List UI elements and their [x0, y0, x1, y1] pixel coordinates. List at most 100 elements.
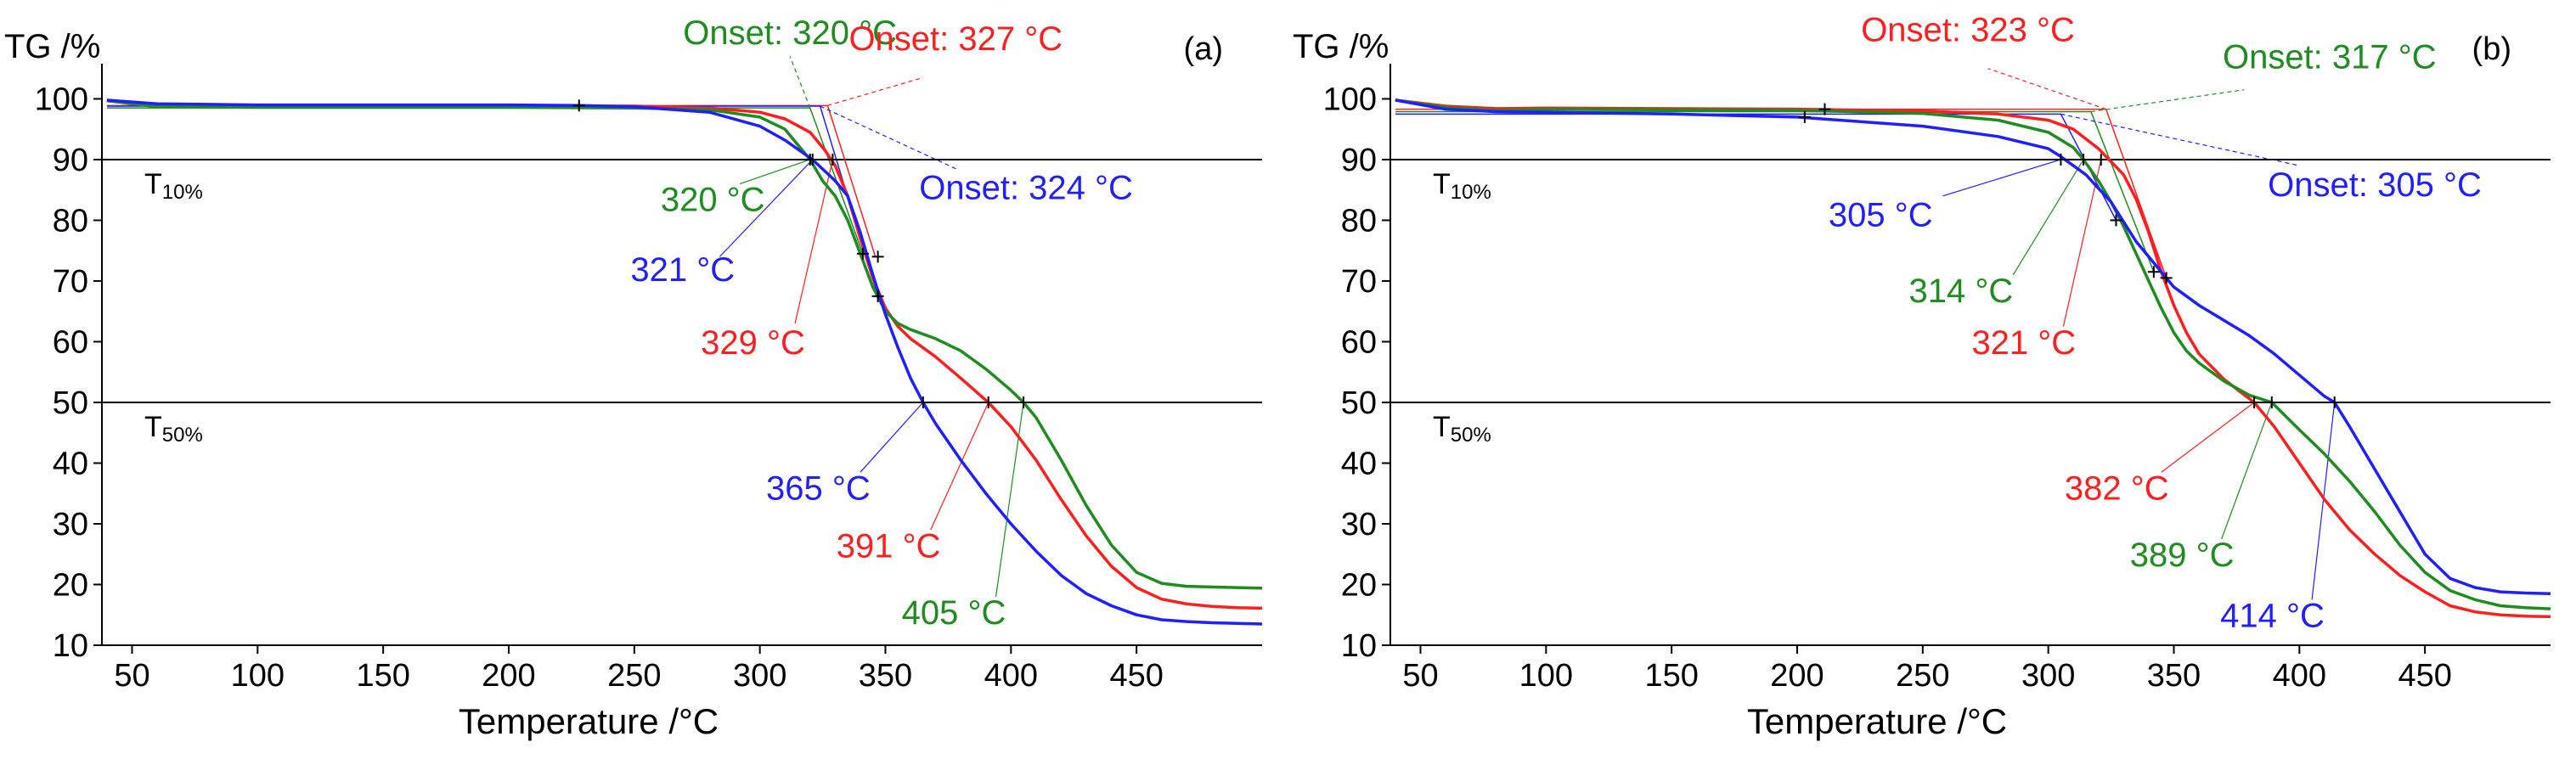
- y-tick-label: 70: [1341, 264, 1377, 300]
- annotation-leader-line: [719, 159, 814, 257]
- x-tick-label: 200: [1770, 658, 1823, 694]
- annotation-label: 320 °C: [661, 182, 765, 219]
- x-axis-title: Temperature /°C: [459, 701, 719, 741]
- reference-label-main: T: [1433, 168, 1451, 200]
- x-tick-label: 200: [482, 658, 535, 694]
- cross-marker: [1017, 396, 1030, 408]
- cross-marker: [2160, 272, 2173, 284]
- annotation-label: 382 °C: [2065, 469, 2169, 507]
- tg-curve-blue: [106, 98, 1263, 626]
- y-tick-label: 100: [35, 82, 88, 117]
- x-tick-label: 300: [733, 658, 786, 694]
- y-tick-label: 100: [1323, 82, 1377, 117]
- cross-marker: [2055, 153, 2067, 166]
- tg-curve-green: [1395, 98, 2551, 610]
- annotation-leader-line: [820, 105, 956, 170]
- reference-label-main: T: [144, 168, 162, 200]
- cross-marker: [2110, 214, 2122, 227]
- y-tick-label: 60: [53, 324, 88, 360]
- reference-label-subscript: 10%: [162, 181, 203, 204]
- y-tick-label: 30: [1341, 507, 1377, 543]
- y-tick-label: 60: [1341, 324, 1377, 360]
- cross-marker: [2147, 266, 2160, 278]
- cross-marker: [856, 247, 869, 260]
- annotation-leader-line: [860, 402, 924, 473]
- cross-marker: [916, 396, 929, 408]
- cross-marker: [871, 250, 884, 263]
- annotation-leader-line: [739, 159, 810, 185]
- x-tick-label: 400: [2273, 658, 2326, 694]
- annotation-leader-line: [827, 76, 924, 106]
- tg-curve-red: [1395, 98, 2551, 619]
- y-tick-label: 40: [53, 446, 88, 481]
- cross-marker: [871, 290, 884, 302]
- annotation-leader-line: [2060, 113, 2300, 166]
- y-tick-label: 80: [53, 203, 88, 239]
- panel-label: (a): [1184, 31, 1223, 67]
- y-tick-label: 90: [1341, 143, 1377, 178]
- y-tick-label: 50: [1341, 385, 1377, 421]
- annotation-leader-line: [1987, 68, 2106, 110]
- annotation-label: 389 °C: [2130, 537, 2235, 574]
- annotation-leader-line: [2221, 402, 2273, 540]
- cross-marker: [2094, 153, 2107, 166]
- y-axis-title: TG /%: [4, 28, 100, 65]
- reference-label-subscript: 10%: [1451, 181, 1491, 204]
- annotation-label: Onset: 317 °C: [2223, 39, 2437, 76]
- x-tick-label: 450: [1109, 658, 1163, 694]
- reference-label-main: T: [1433, 411, 1451, 443]
- reference-line-label: T10%: [1433, 168, 1491, 204]
- annotation-leader-line: [789, 56, 811, 109]
- annotation-label: 321 °C: [1971, 324, 2076, 362]
- tg-curve-green: [106, 98, 1263, 590]
- cross-marker: [2265, 396, 2278, 408]
- y-tick-label: 20: [53, 567, 88, 603]
- cross-marker: [2248, 396, 2261, 408]
- x-tick-label: 150: [1644, 658, 1698, 694]
- chart-panel-b: 10 20 30 40 50 60 70 80 90 100 50 100 150 200 250 300 35…: [1293, 12, 2551, 741]
- chart-panel-a: 10 20 30 40 50 60 70 80 90 100 50 100 150 200 250 300 35…: [4, 14, 1263, 741]
- cross-marker: [1818, 103, 1831, 115]
- x-tick-label: 100: [231, 658, 285, 694]
- reference-label-subscript: 50%: [1451, 424, 1491, 447]
- y-tick-label: 90: [53, 143, 88, 178]
- x-tick-label: 50: [114, 658, 149, 694]
- annotation-label: Onset: 305 °C: [2268, 166, 2482, 204]
- reference-line-label: T50%: [144, 411, 203, 447]
- tg-curve-blue: [1395, 98, 2551, 595]
- cross-marker: [1798, 110, 1811, 123]
- x-tick-label: 100: [1519, 658, 1573, 694]
- y-tick-label: 80: [1341, 203, 1377, 239]
- cross-marker: [982, 396, 995, 408]
- y-tick-label: 30: [53, 507, 88, 543]
- annotation-label: 365 °C: [766, 469, 871, 507]
- reference-label-subscript: 50%: [162, 424, 203, 447]
- annotation-leader-line: [2161, 402, 2255, 473]
- annotation-label: 414 °C: [2220, 598, 2325, 635]
- x-tick-label: 300: [2021, 658, 2075, 694]
- annotation-label: Onset: 320 °C: [683, 14, 897, 52]
- annotation-label: 305 °C: [1829, 197, 1933, 234]
- annotation-leader-line: [1942, 159, 2061, 197]
- x-tick-label: 400: [984, 658, 1038, 694]
- y-tick-label: 50: [53, 385, 88, 421]
- y-axis-title: TG /%: [1293, 28, 1389, 65]
- cross-marker: [2077, 153, 2090, 166]
- onset-tangent-line: [1395, 110, 2155, 273]
- cross-marker: [572, 99, 585, 112]
- y-tick-label: 10: [1341, 628, 1377, 664]
- y-tick-label: 10: [53, 628, 88, 664]
- panel-label: (b): [2472, 31, 2511, 67]
- x-tick-label: 250: [607, 658, 661, 694]
- x-axis-title: Temperature /°C: [1747, 701, 2007, 741]
- annotation-label: 321 °C: [630, 251, 735, 289]
- annotation-label: 405 °C: [902, 594, 1006, 632]
- annotation-label: 314 °C: [1909, 273, 2014, 310]
- annotation-leader-line: [2062, 159, 2102, 327]
- annotation-leader-line: [2012, 159, 2084, 276]
- annotation-label: 329 °C: [701, 324, 805, 362]
- reference-line-label: T50%: [1433, 411, 1491, 447]
- x-tick-label: 350: [859, 658, 912, 694]
- tg-curve-red: [106, 98, 1263, 610]
